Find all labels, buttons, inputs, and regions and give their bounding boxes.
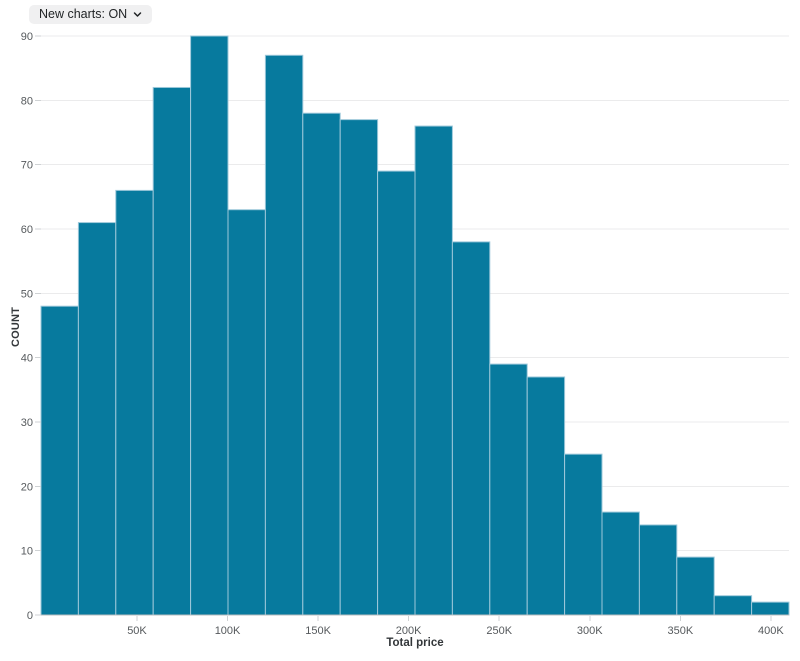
histogram-bar[interactable] <box>40 305 79 616</box>
x-tick-label: 50K <box>127 625 147 637</box>
new-charts-dropdown[interactable]: New charts: ON <box>29 5 153 24</box>
y-tick-label: 60 <box>21 224 33 236</box>
histogram-bar[interactable] <box>115 189 154 616</box>
y-tick-label: 80 <box>21 95 33 107</box>
histogram-bar[interactable] <box>77 222 117 616</box>
histogram-bar[interactable] <box>564 453 603 616</box>
histogram-bar[interactable] <box>152 86 192 616</box>
y-tick-label: 0 <box>27 610 33 622</box>
y-tick-label: 90 <box>21 31 33 43</box>
x-tick-label: 100K <box>215 625 241 637</box>
y-tick-label: 30 <box>21 417 33 429</box>
x-tick-label: 400K <box>758 625 784 637</box>
histogram-bar[interactable] <box>414 125 453 616</box>
histogram-bar[interactable] <box>377 170 416 616</box>
x-tick-label: 300K <box>577 625 603 637</box>
y-tick-label: 40 <box>21 353 33 365</box>
histogram-bar[interactable] <box>751 601 790 616</box>
y-tick-label: 70 <box>21 160 33 172</box>
new-charts-dropdown-label: New charts: ON <box>39 7 128 21</box>
y-tick-label: 50 <box>21 288 33 300</box>
x-tick-label: 150K <box>305 625 331 637</box>
histogram-bar[interactable] <box>264 54 304 616</box>
histogram-bar[interactable] <box>339 119 379 616</box>
histogram-bar[interactable] <box>190 35 229 616</box>
y-axis-title: COUNT <box>10 306 22 348</box>
x-tick-label: 250K <box>486 625 512 637</box>
histogram-bar[interactable] <box>526 376 566 616</box>
x-tick-label: 200K <box>396 625 422 637</box>
histogram-bar[interactable] <box>451 241 491 616</box>
histogram-bar[interactable] <box>713 595 753 616</box>
histogram-bar[interactable] <box>227 209 266 616</box>
histogram-bar[interactable] <box>676 556 715 616</box>
histogram-bar[interactable] <box>638 524 678 616</box>
x-tick-label: 350K <box>667 625 693 637</box>
x-axis-title: Total price <box>386 637 444 649</box>
histogram-bar[interactable] <box>302 112 341 616</box>
histogram-bar[interactable] <box>601 511 640 616</box>
axes: 0 10 20 30 40 50 60 70 80 90 50K 100K 150K 200K 250K 30… <box>21 31 789 637</box>
y-tick-label: 20 <box>21 481 33 493</box>
y-tick-label: 10 <box>21 546 33 558</box>
bars <box>40 35 790 616</box>
chevron-down-icon <box>132 9 143 20</box>
histogram-bar[interactable] <box>489 363 528 616</box>
